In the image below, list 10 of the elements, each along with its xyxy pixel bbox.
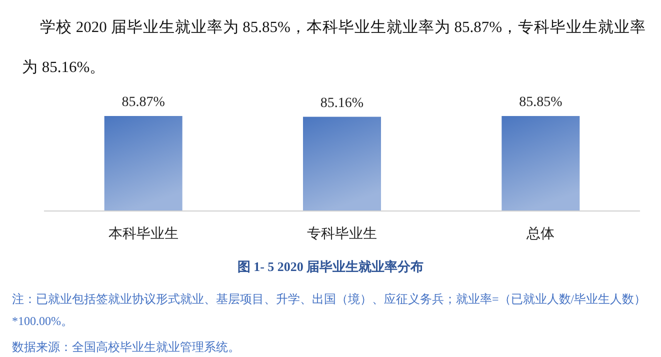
x-tick-label: 总体 xyxy=(526,226,555,242)
data-label: 85.87% xyxy=(122,95,166,110)
x-tick-label: 本科毕业生 xyxy=(108,226,178,242)
data-label: 85.85% xyxy=(519,95,563,110)
text: 注：已就业包括签就业协议形式就业、基层项目、升学、出国（境）、应征义务兵；就业率=（已就业人数/毕业生人数）*100.00%。 xyxy=(12,291,648,330)
text: 学校 2020 届毕业生就业率为 85.85%，本科毕业生就业率为 85.87%，专科毕业生就业率为 85.16%。 xyxy=(22,19,646,76)
data-label: 85.16% xyxy=(320,96,364,111)
text: 图 1- 5 2020 届毕业生就业率分布 xyxy=(236,258,425,276)
source-note: 数据来源：全国高校毕业生就业管理系统。 xyxy=(12,339,241,356)
x-tick-label: 专科毕业生 xyxy=(307,226,377,242)
